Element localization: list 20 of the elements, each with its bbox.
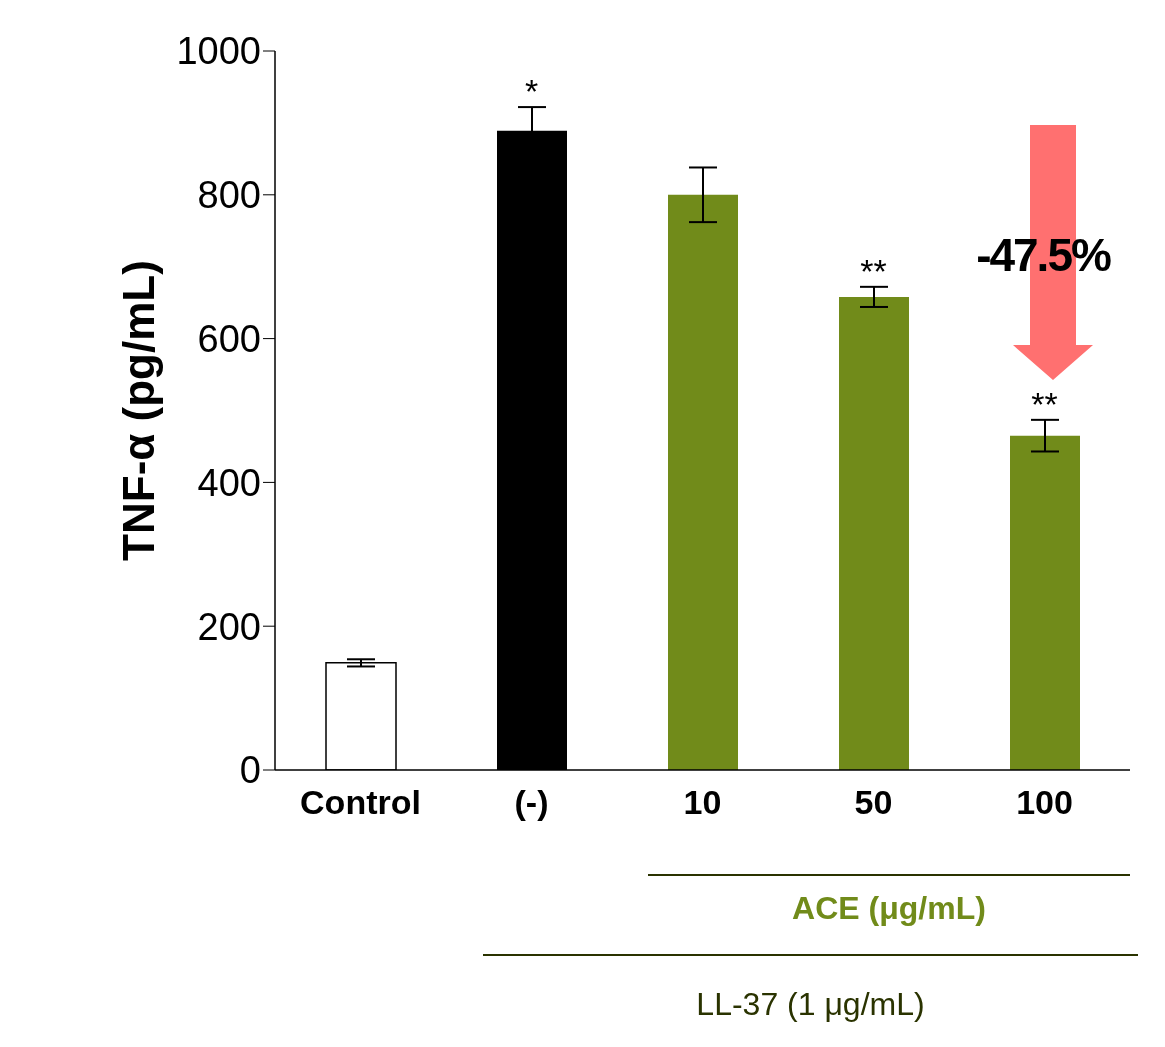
bar (839, 296, 909, 770)
annotation: * (524, 72, 539, 111)
text: ACE (μg/mL) (791, 890, 987, 927)
y-tick-label: 400 (197, 461, 261, 504)
text: LL-37 (1 μg/mL) (695, 986, 926, 1023)
annotation: ** (860, 251, 887, 290)
x-tick-label: Control (300, 783, 421, 822)
x-tick-label: 100 (1016, 783, 1073, 822)
y-tick-label: 200 (197, 605, 261, 648)
y-tick-label: 0 (239, 749, 261, 792)
bar (1010, 435, 1080, 770)
x-tick-label: 50 (854, 783, 893, 822)
y-axis-title: TNF-α (pg/mL) (113, 260, 163, 561)
y-tick-label: 600 (197, 318, 261, 361)
y-tick-label: 800 (197, 174, 261, 217)
x-tick-label: 10 (683, 783, 722, 822)
bar (668, 194, 738, 770)
y-tick-label: 1000 (176, 30, 261, 73)
annotation: ** (1031, 384, 1058, 423)
x-tick-label: (-) (514, 783, 549, 822)
